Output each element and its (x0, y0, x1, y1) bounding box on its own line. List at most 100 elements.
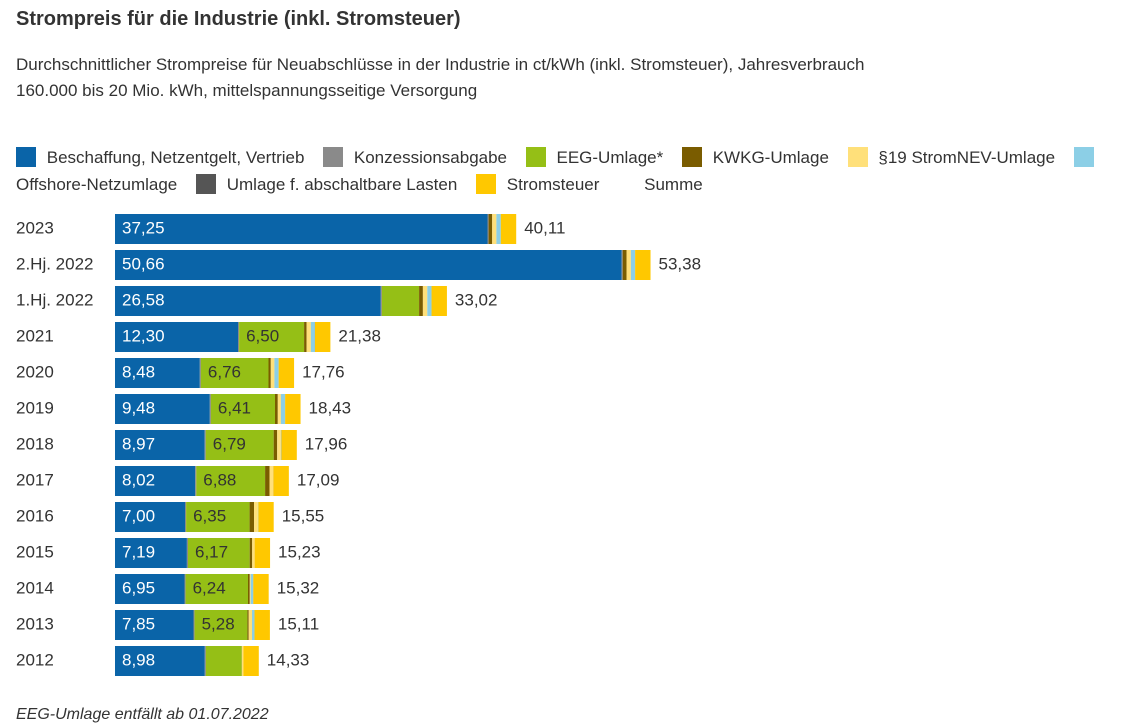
legend-label: Offshore-Netzumlage (16, 175, 178, 194)
footnote: EEG-Umlage entfällt ab 01.07.2022 (16, 706, 269, 723)
bar-segment (252, 538, 255, 568)
bar-segment (268, 358, 271, 388)
bar-segment (380, 286, 382, 316)
bar-segment (239, 322, 305, 352)
value-label: 6,76 (208, 362, 241, 381)
bar-segment (630, 250, 636, 280)
bar-segment (275, 394, 278, 424)
bar-segment (270, 358, 275, 388)
bar-segment (273, 430, 278, 460)
bar-segment (248, 610, 252, 640)
value-label: 6,17 (195, 542, 228, 561)
bar-segment (184, 574, 186, 604)
bar-segment (310, 322, 315, 352)
legend-label: Beschaffung, Netzentgelt, Vertrieb (46, 148, 305, 167)
bar-segment (249, 502, 255, 532)
bar-segment (280, 394, 286, 424)
legend-swatch (476, 174, 497, 194)
y-tick-label: 2020 (16, 362, 54, 381)
bar-segment (115, 610, 194, 640)
bar-segment (496, 214, 501, 244)
bar-segment (622, 250, 627, 280)
bar-segment (500, 214, 517, 244)
bar-segment (204, 430, 206, 460)
bar-segment (422, 286, 428, 316)
legend-swatch (618, 174, 638, 194)
bar-segment (115, 538, 187, 568)
chart-title: Strompreis für die Industrie (inkl. Stro… (16, 8, 461, 30)
bar-segment (253, 574, 269, 604)
legend-swatch (196, 174, 216, 194)
legend: Beschaffung, Netzentgelt, Vertrieb Konze… (16, 144, 1126, 198)
bar-segment (115, 646, 205, 676)
bar-segment (196, 466, 266, 496)
bar-segment (185, 574, 248, 604)
bar-segment (278, 358, 295, 388)
value-label: 12,30 (122, 326, 165, 345)
bar-segment (626, 250, 631, 280)
legend-label: KWKG-Umlage (712, 148, 829, 167)
bar-segment (635, 250, 651, 280)
bar-segment (265, 466, 270, 496)
value-label: 8,48 (122, 362, 155, 381)
bar-segment (273, 466, 289, 496)
y-tick-label: 2018 (16, 434, 54, 453)
bar-segment (200, 358, 269, 388)
bar-segment (427, 286, 432, 316)
value-label: 8,98 (122, 650, 155, 669)
y-tick-label: 2013 (16, 614, 54, 633)
bar-segment (250, 574, 254, 604)
total-label: 21,38 (338, 326, 381, 345)
bar-segment (269, 466, 274, 496)
bar-segment (205, 646, 242, 676)
total-label: 53,38 (659, 254, 702, 273)
y-tick-label: 2021 (16, 326, 54, 345)
y-tick-label: 2014 (16, 578, 54, 597)
bar-segment (419, 286, 423, 316)
legend-label: Umlage f. abschaltbare Lasten (226, 175, 458, 194)
bar-segment (186, 502, 250, 532)
total-label: 17,09 (297, 470, 340, 489)
total-label: 18,43 (309, 398, 352, 417)
legend-label: Konzessionsabgabe (353, 148, 508, 167)
value-label: 6,24 (193, 578, 226, 597)
legend-swatch (847, 147, 868, 167)
bar-segment (115, 502, 185, 532)
chart: 2023 37,25 40,11 2.Hj. 2022 50,66 53,38 1.Hj. … (16, 214, 702, 676)
bar-segment (205, 430, 274, 460)
bar-segment (621, 250, 623, 280)
bar-segment (238, 322, 240, 352)
value-label: 50,66 (122, 254, 165, 273)
bar-segment (243, 646, 259, 676)
bar-segment (314, 322, 331, 352)
y-tick-label: 2.Hj. 2022 (16, 254, 94, 273)
bar-segment (115, 466, 196, 496)
bar-segment (304, 322, 307, 352)
legend-label: Stromsteuer (506, 175, 600, 194)
bar-segment (194, 610, 248, 640)
chart-subtitle: Durchschnittlicher Strompreise für Neuab… (16, 55, 865, 100)
bar-segment (488, 214, 493, 244)
bar-segment (115, 286, 381, 316)
value-label: 6,35 (193, 506, 226, 525)
bar-segment (204, 646, 206, 676)
bar-segment (487, 214, 489, 244)
total-label: 15,32 (277, 578, 320, 597)
bar-segment (241, 646, 244, 676)
y-tick-label: 2015 (16, 542, 54, 561)
bar-segment (254, 610, 270, 640)
legend-label: §19 StromNEV-Umlage (878, 148, 1056, 167)
value-label: 6,41 (218, 398, 251, 417)
total-label: 33,02 (455, 290, 498, 309)
legend-swatch (525, 147, 546, 167)
value-label: 5,28 (202, 614, 235, 633)
value-label: 37,25 (122, 218, 165, 237)
bar-segment (115, 574, 185, 604)
y-tick-label: 2023 (16, 218, 54, 237)
bar-segment (115, 322, 238, 352)
bar-segment (115, 394, 210, 424)
bar-segment (195, 466, 197, 496)
bar-segment (188, 538, 250, 568)
bar-segment (258, 502, 274, 532)
